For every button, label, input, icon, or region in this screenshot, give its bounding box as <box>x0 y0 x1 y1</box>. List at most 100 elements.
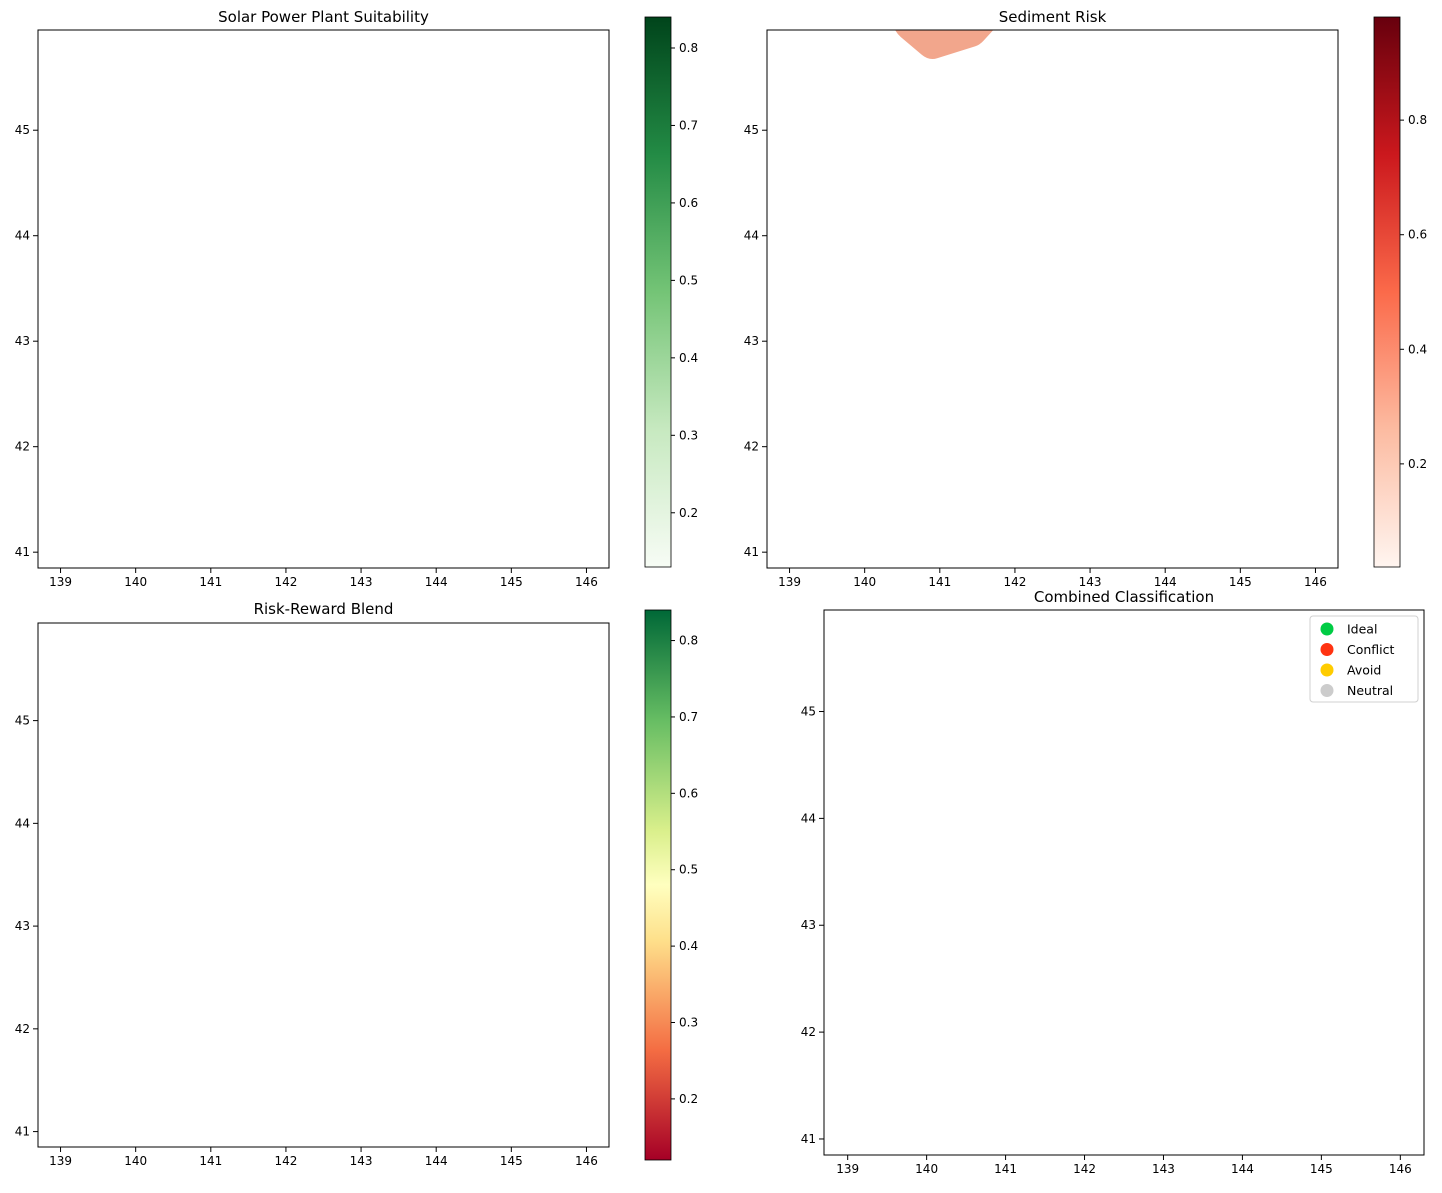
hole-3 <box>317 518 331 532</box>
conflict-marks <box>844 108 1393 578</box>
blend-xtick-label: 141 <box>199 1154 222 1168</box>
suitability-colorbar-label: 0.3 <box>679 428 698 442</box>
blend-xtick-label: 139 <box>49 1154 72 1168</box>
legend-label-ideal: Ideal <box>1347 622 1377 637</box>
hole-ring-5 <box>1118 374 1130 386</box>
sediment-xtick-label: 144 <box>1154 575 1177 589</box>
blend-title: Risk-Reward Blend <box>254 600 394 618</box>
legend-box <box>1309 615 1419 703</box>
legend-marker-conflict <box>1320 643 1334 656</box>
suitability-colorbar-label: 0.5 <box>679 273 698 287</box>
classification-ytick-label: 44 <box>801 811 816 825</box>
sediment-ytick-label: 42 <box>744 440 759 454</box>
sediment-xtick-label: 141 <box>928 575 951 589</box>
blend-map <box>57 140 579 592</box>
legend-marker-neutral <box>1320 684 1334 697</box>
buffer-zone-shape <box>57 140 579 592</box>
blend-colorbar-label: 0.8 <box>679 634 698 648</box>
ideal-coast <box>844 108 1393 578</box>
classification-xtick-label: 142 <box>1073 1162 1096 1176</box>
classification-title: Combined Classification <box>1034 588 1214 606</box>
land-coast <box>57 140 579 592</box>
classification-axes-frame <box>823 609 1425 1156</box>
neutral-area-shape <box>844 108 1393 578</box>
classification-ytick-label: 43 <box>801 918 816 932</box>
blend-xtick-label: 142 <box>274 1154 297 1168</box>
hole-4 <box>369 513 383 527</box>
sediment-ytick-label: 41 <box>744 545 759 559</box>
blend-colorbar-label: 0.6 <box>679 786 698 800</box>
panel-classification: Combined Classification 139 140 141 142 143 14… <box>801 108 1425 1176</box>
suitability-colorbar <box>644 16 672 568</box>
suitability-ytick-label: 41 <box>15 545 30 559</box>
sediment-ytick-label: 45 <box>744 123 759 137</box>
sediment-colorbar <box>1373 16 1401 568</box>
hole-ring-3 <box>1173 497 1185 509</box>
classification-xtick-label: 146 <box>1389 1162 1412 1176</box>
hole-6 <box>317 395 331 409</box>
suitability-ytick-label: 43 <box>15 334 30 348</box>
suitability-xtick-label: 145 <box>500 575 523 589</box>
hole-ring-0 <box>1015 513 1027 525</box>
blend-xtick-label: 144 <box>425 1154 448 1168</box>
land-coast-shape <box>57 140 579 592</box>
sediment-xtick-label: 145 <box>1229 575 1252 589</box>
suitability-xtick-label: 139 <box>49 575 72 589</box>
panels-root: Solar Power Plant Suitability 139 140 141 14… <box>15 8 1427 1176</box>
blend-ytick-label: 41 <box>15 1125 30 1139</box>
blend-axes-frame <box>37 622 610 1148</box>
blend-colorbar-label: 0.4 <box>679 939 698 953</box>
sediment-ytick-label: 43 <box>744 334 759 348</box>
hole-0 <box>219 529 233 543</box>
land-glow <box>57 140 579 592</box>
suitability-colorbar-label: 0.4 <box>679 351 698 365</box>
suitability-colorbar-label: 0.6 <box>679 196 698 210</box>
hole-ring-4 <box>964 337 976 349</box>
hole-5 <box>170 359 184 373</box>
suitability-ytick-label: 45 <box>15 123 30 137</box>
classification-ytick-label: 42 <box>801 1025 816 1039</box>
sediment-xtick-label: 142 <box>1003 575 1026 589</box>
classification-ytick-label: 41 <box>801 1132 816 1146</box>
blend-colorbar-label: 0.7 <box>679 710 698 724</box>
suitability-xtick-label: 141 <box>199 575 222 589</box>
classification-xtick-label: 143 <box>1152 1162 1175 1176</box>
legend-label-conflict: Conflict <box>1347 642 1395 657</box>
blend-colorbar-label: 0.2 <box>679 1092 698 1106</box>
suitability-ytick-label: 44 <box>15 229 30 243</box>
legend-label-avoid: Avoid <box>1347 663 1381 678</box>
hole-1 <box>245 488 259 502</box>
sediment-colorbar-label: 0.6 <box>1408 228 1427 242</box>
sediment-colorbar-label: 0.4 <box>1408 342 1427 356</box>
panel-suitability: Solar Power Plant Suitability 139 140 141 14… <box>15 8 698 589</box>
suitability-xtick-label: 140 <box>124 575 147 589</box>
ideal-coast-shape <box>844 108 1393 578</box>
suitability-axes-frame <box>37 29 610 569</box>
blend-ytick-label: 42 <box>15 1022 30 1036</box>
sediment-xtick-label: 143 <box>1079 575 1102 589</box>
hole-7 <box>324 354 338 368</box>
suitability-colorbar-label: 0.8 <box>679 41 698 55</box>
legend-marker-avoid <box>1320 663 1334 677</box>
blend-colorbar-label: 0.3 <box>679 1016 698 1030</box>
panel-blend: Risk-Reward Blend 139 140 141 142 143 144 145 14… <box>15 140 698 1168</box>
suitability-xtick-label: 143 <box>350 575 373 589</box>
blend-xtick-label: 146 <box>575 1154 598 1168</box>
land-glow-shape <box>57 140 579 592</box>
suitability-title: Solar Power Plant Suitability <box>218 8 429 26</box>
blend-ytick-label: 44 <box>15 816 30 830</box>
sediment-colorbar-label: 0.2 <box>1408 457 1427 471</box>
panel-sediment: Sediment Risk 139 140 141 142 143 144 145 146 41 4… <box>744 8 1427 589</box>
classification-xtick-label: 141 <box>994 1162 1017 1176</box>
conflict-marks-shape <box>844 108 1393 578</box>
hole-ring-2 <box>1110 460 1122 472</box>
blend-ytick-label: 45 <box>15 714 30 728</box>
hole-ring-1 <box>1043 470 1055 482</box>
rishiri-island <box>145 237 157 249</box>
legend-marker-ideal <box>1320 622 1334 636</box>
classification-map <box>844 108 1393 578</box>
blend-colorbar <box>644 609 672 1161</box>
sediment-ytick-label: 44 <box>744 229 759 243</box>
blend-xtick-label: 140 <box>124 1154 147 1168</box>
